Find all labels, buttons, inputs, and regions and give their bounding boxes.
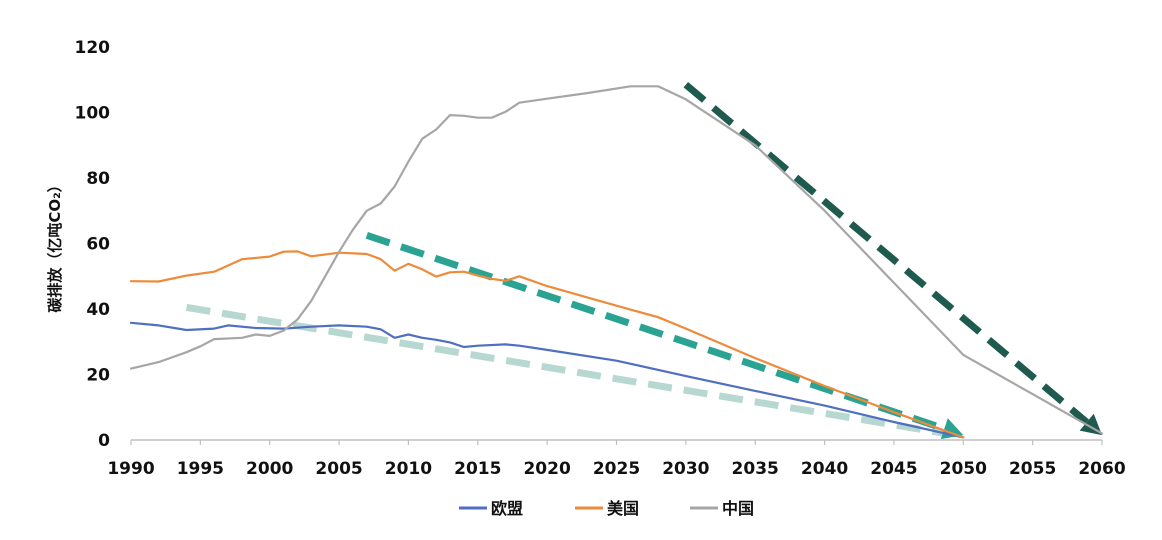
legend-label: 美国 [607, 499, 639, 518]
trend-arrow-0 [185, 303, 950, 438]
y-tick-label: 20 [86, 366, 110, 386]
trend-arrow-1 [365, 231, 946, 433]
x-tick-label: 2060 [1078, 459, 1125, 479]
trend-arrows [185, 81, 1102, 440]
x-tick-label: 2040 [801, 459, 848, 479]
y-axis-label: 碳排放（亿吨CO₂） [46, 177, 64, 312]
series-line-2 [129, 85, 1104, 435]
y-tick-label: 0 [98, 431, 110, 451]
y-tick-label: 60 [86, 235, 110, 255]
x-tick-label: 2020 [523, 459, 570, 479]
x-tick-label: 2055 [1009, 459, 1056, 479]
trend-arrow-2 [683, 81, 1089, 425]
y-tick-label: 100 [75, 104, 111, 124]
y-tick-label: 40 [86, 300, 110, 320]
x-tick-label: 2005 [315, 459, 362, 479]
x-tick-label: 2010 [385, 459, 432, 479]
x-tick-label: 2045 [870, 459, 917, 479]
x-tick-label: 2035 [732, 459, 779, 479]
y-tick-label: 80 [86, 169, 110, 189]
x-tick-label: 1995 [177, 459, 224, 479]
series-line-1 [129, 250, 965, 439]
x-tick-label: 1990 [107, 459, 154, 479]
series-line-0 [129, 321, 965, 439]
y-tick-label: 120 [75, 38, 111, 58]
x-tick-label: 2050 [940, 459, 987, 479]
x-tick-label: 2015 [454, 459, 501, 479]
x-tick-label: 2000 [246, 459, 293, 479]
legend: 欧盟 美国 中国 [459, 499, 754, 518]
series-lines [129, 85, 1104, 439]
legend-label: 中国 [722, 499, 754, 518]
x-tick-label: 2030 [662, 459, 709, 479]
x-tick-label: 2025 [593, 459, 640, 479]
legend-label: 欧盟 [491, 499, 523, 518]
tick-labels: 1990 1995 2000 2005 2010 2015 2020 2025 2030 2035… [75, 38, 1126, 479]
